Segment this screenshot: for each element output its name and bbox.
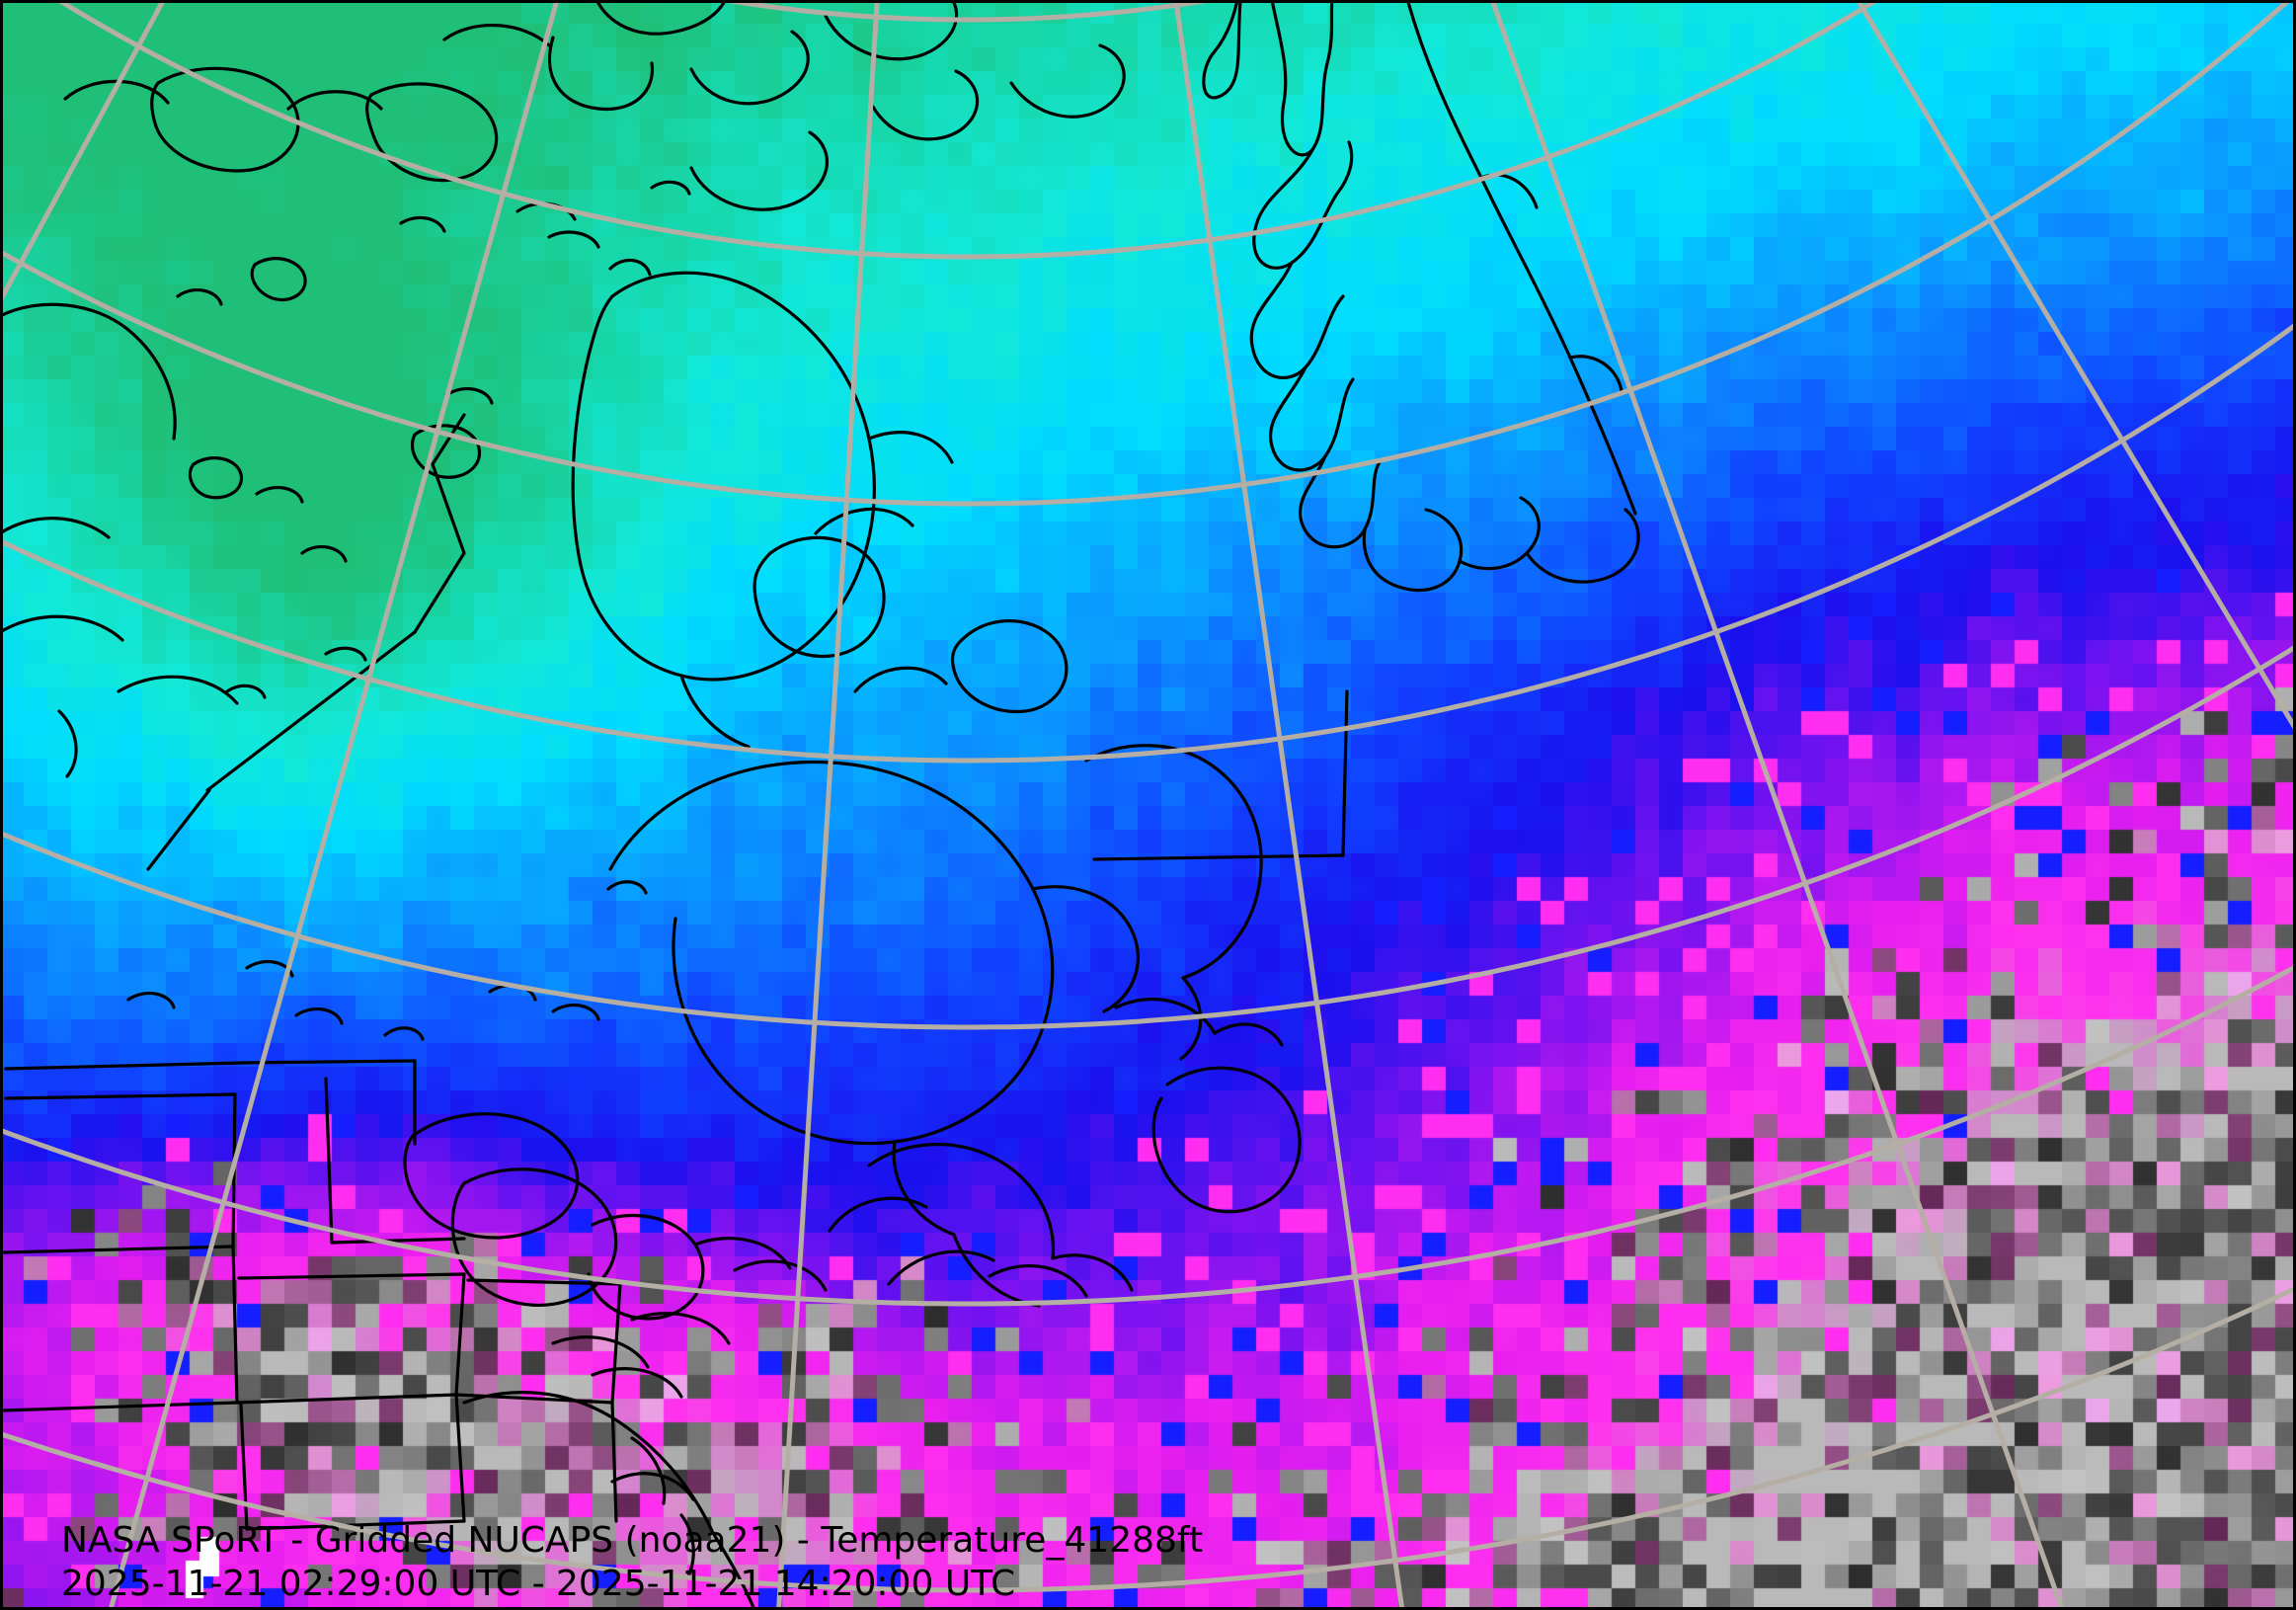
gridded-temperature-raster — [0, 0, 2296, 1610]
nucaps-temperature-map: NASA SPoRT - Gridded NUCAPS (noaa21) - T… — [0, 0, 2296, 1610]
